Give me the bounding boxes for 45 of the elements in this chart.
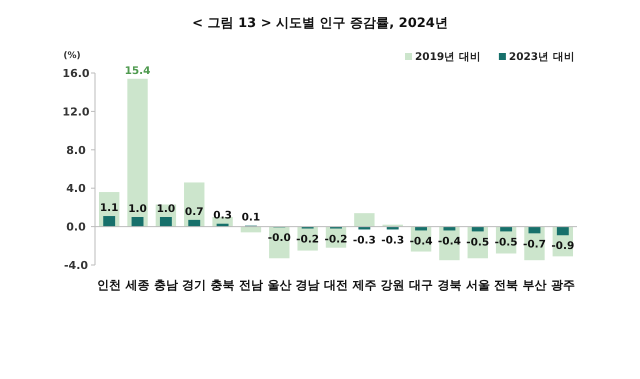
x-tick-label: 충남 xyxy=(154,278,178,292)
x-tick-label: 대전 xyxy=(324,278,348,292)
y-tick-label: 4.0 xyxy=(66,182,86,196)
x-tick-label: 경기 xyxy=(182,278,206,292)
x-tick-label: 전남 xyxy=(238,278,263,292)
data-label: -0.2 xyxy=(296,234,320,246)
x-tick-label: 강원 xyxy=(380,278,405,292)
x-tick-label: 서울 xyxy=(466,278,490,292)
data-label: 15.4 xyxy=(124,64,150,77)
data-label: 0.7 xyxy=(184,206,204,218)
x-tick-label: 인천 xyxy=(97,278,122,292)
data-label: 1.0 xyxy=(128,203,147,215)
y-tick-label: 12.0 xyxy=(62,105,90,118)
x-tick-label: 광주 xyxy=(550,278,575,292)
legend-label: 2023년 대비 xyxy=(508,51,575,63)
y-axis-title: (%) xyxy=(63,51,81,61)
data-label: 1.0 xyxy=(156,203,176,215)
x-tick-label: 부산 xyxy=(522,278,546,292)
legend-label: 2019년 대비 xyxy=(415,51,481,63)
x-tick-label: 세종 xyxy=(124,278,150,292)
y-tick-label: 0.0 xyxy=(66,220,86,234)
data-label: 0.3 xyxy=(213,210,232,222)
data-label: -0.4 xyxy=(438,235,461,248)
data-label: -0.9 xyxy=(551,240,574,252)
data-label: 0.1 xyxy=(242,212,260,224)
x-tick-label: 울산 xyxy=(267,278,292,292)
data-label: 1.1 xyxy=(100,202,118,214)
data-label: -0.2 xyxy=(324,234,348,246)
x-tick-label: 제주 xyxy=(351,278,376,292)
data-label: -0.4 xyxy=(410,235,433,248)
data-label: -0.3 xyxy=(352,234,376,246)
y-tick-label: 8.0 xyxy=(66,144,86,157)
x-tick-label: 경남 xyxy=(296,278,320,292)
x-tick-label: 대구 xyxy=(409,278,434,292)
y-tick-label: -4.0 xyxy=(64,259,88,272)
data-label: -0.0 xyxy=(268,232,291,244)
y-tick-label: 16.0 xyxy=(62,67,90,80)
data-label: -0.5 xyxy=(466,236,490,248)
x-tick-label: 경북 xyxy=(437,278,462,292)
x-tick-label: 전북 xyxy=(494,278,518,292)
data-label: -0.7 xyxy=(522,238,546,250)
x-tick-label: 충북 xyxy=(210,278,235,292)
data-label: -0.3 xyxy=(381,234,404,246)
data-label: -0.5 xyxy=(494,236,518,248)
chart-title: < 그림 13 > 시도별 인구 증감률, 2024년 xyxy=(192,16,448,31)
